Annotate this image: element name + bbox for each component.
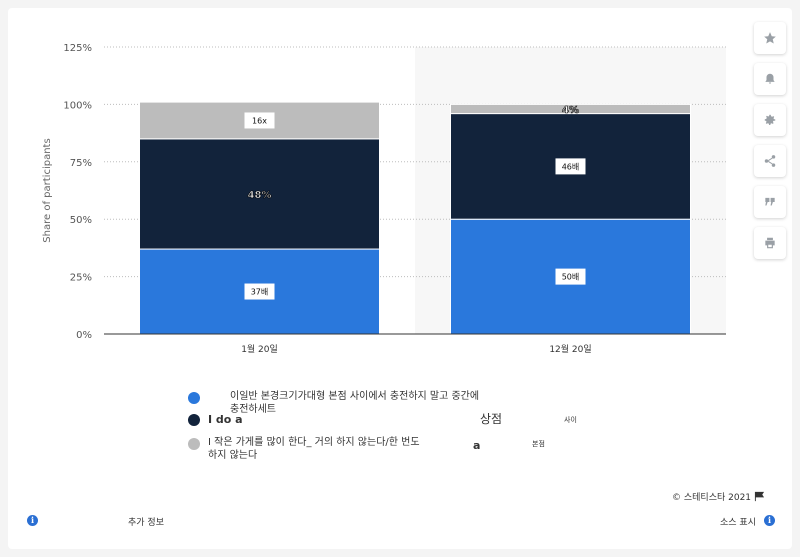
y-tick-label: 125% — [63, 43, 92, 54]
print-button[interactable] — [754, 227, 786, 259]
bar-segment — [139, 138, 380, 250]
settings-button[interactable] — [754, 104, 786, 136]
y-tick-label: 100% — [63, 100, 92, 111]
source-link[interactable]: 소스 표시 — [720, 518, 756, 528]
legend-stray-text: a — [473, 439, 481, 452]
gear-icon — [764, 114, 776, 125]
favorite-button[interactable] — [754, 22, 786, 54]
stacked-bar-chart: 0% 25% 50% 75% 100% 125% Share of participants… — [42, 43, 726, 355]
x-tick-label: 12월 20일 — [549, 343, 591, 355]
data-label: 46배 — [562, 162, 580, 171]
legend-stray-text: 상점 — [480, 412, 503, 426]
info-icon[interactable]: i — [27, 515, 38, 526]
data-label: 37배 — [251, 288, 269, 297]
y-tick-label: 75% — [70, 158, 92, 169]
data-label-box — [555, 158, 586, 175]
y-tick-label: 0% — [76, 330, 92, 341]
data-label: 48% — [248, 190, 272, 201]
legend-dot — [188, 414, 200, 426]
star-icon — [764, 32, 776, 44]
y-tick-label: 25% — [70, 273, 92, 284]
share-button[interactable] — [754, 145, 786, 177]
bell-icon — [765, 73, 775, 84]
legend-label: I 작은 가게를 많이 한다_ 거의 하지 않는다/한 번도 하지 않는다 — [208, 437, 420, 461]
notification-button[interactable] — [754, 63, 786, 95]
x-tick-label: 1월 20일 — [241, 343, 278, 355]
data-label-box — [244, 112, 275, 129]
legend-dot — [188, 392, 200, 404]
legend-stray-text: 본점 — [532, 440, 545, 448]
more-info-link[interactable]: 추가 정보 — [128, 518, 164, 528]
share-icon — [764, 155, 776, 167]
source-info-icon[interactable]: i — [764, 515, 775, 526]
data-label: 4% — [562, 105, 579, 116]
print-icon — [765, 237, 775, 249]
y-axis-label: Share of participants — [42, 138, 53, 242]
data-label-box — [244, 283, 275, 300]
legend-label: I do a — [208, 413, 243, 426]
data-label: 16x — [252, 116, 267, 125]
flag-icon — [754, 491, 764, 502]
chart-card: 0% 25% 50% 75% 100% 125% Share of participants… — [8, 8, 792, 549]
copyright-text: © 스테티스타 2021 — [672, 490, 765, 503]
quote-icon — [765, 197, 775, 206]
legend-stray-text: 사이 — [564, 416, 577, 424]
legend-dot — [188, 438, 200, 450]
y-tick-label: 50% — [70, 215, 92, 226]
cite-button[interactable] — [754, 186, 786, 218]
data-label: 50배 — [562, 273, 580, 282]
copyright-label: © 스테티스타 2021 — [672, 493, 752, 503]
data-label-box — [555, 268, 586, 285]
legend-label: 이일반 본경크기가대형 본점 사이에서 충전하지 말고 중간에 충전하세트 — [230, 391, 480, 415]
bar-segment — [450, 103, 691, 115]
